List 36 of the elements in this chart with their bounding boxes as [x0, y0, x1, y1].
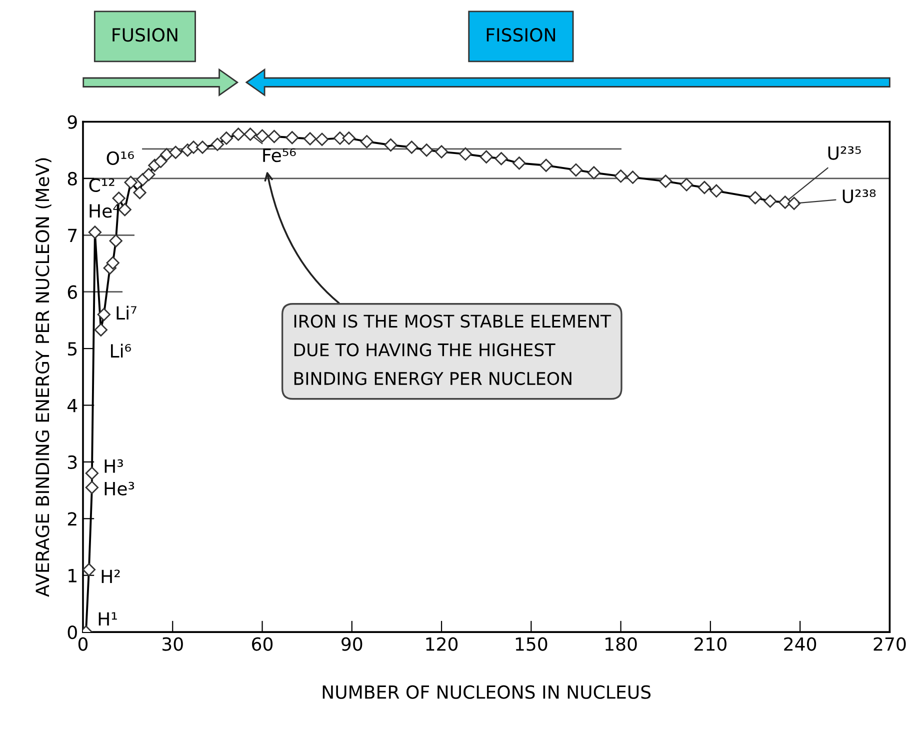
- y-tick-label: 4: [68, 398, 78, 412]
- x-tick-label: 240: [784, 637, 816, 651]
- y-tick-label: 3: [68, 455, 77, 470]
- y-axis-title: AVERAGE BINDING ENERGY PER NUCLEON (MeV): [35, 158, 52, 597]
- y-tick-label: 5: [68, 342, 77, 356]
- annotation: Li⁶: [111, 344, 131, 358]
- annotation: U²³⁸: [842, 189, 876, 204]
- annotation: He³: [104, 482, 134, 496]
- y-tick-label: 0: [68, 626, 77, 640]
- y-tick-label: 7: [68, 228, 77, 242]
- y-tick-label: 9: [68, 115, 77, 129]
- x-axis-title: NUMBER OF NUCLEONS IN NUCLEUS: [322, 685, 651, 699]
- annotation: Li⁷: [116, 306, 136, 320]
- y-tick-label: 1: [68, 569, 76, 582]
- x-tick-label: 210: [694, 637, 726, 651]
- annotation: O¹⁶: [106, 151, 134, 166]
- y-tick-label: 6: [68, 285, 77, 299]
- annotation: H²: [102, 570, 120, 583]
- y-tick-label: 8: [68, 172, 77, 186]
- x-tick-label: 180: [606, 637, 637, 651]
- text: FUSION: [112, 28, 178, 42]
- y-tick-label: 2: [68, 512, 76, 526]
- annotation: Fe⁵⁶: [263, 148, 296, 162]
- annotation: U²³⁵: [828, 146, 861, 160]
- text: FISSION: [486, 28, 556, 42]
- annotation: IRON IS THE MOST STABLE ELEMENT DUE TO HAVING THE HIGHEST BINDING ENERGY PER NUCLEON: [294, 314, 612, 386]
- x-tick-label: 30: [162, 637, 183, 651]
- x-tick-label: 270: [874, 637, 906, 651]
- x-tick-label: 150: [516, 637, 548, 651]
- x-tick-label: 120: [426, 637, 458, 651]
- x-tick-label: 0: [78, 637, 88, 651]
- annotation: H³: [104, 459, 123, 473]
- x-tick-label: 60: [252, 637, 273, 651]
- annotation: C¹²: [89, 178, 114, 192]
- annotation: H¹: [98, 612, 117, 626]
- x-tick-label: 90: [342, 637, 362, 651]
